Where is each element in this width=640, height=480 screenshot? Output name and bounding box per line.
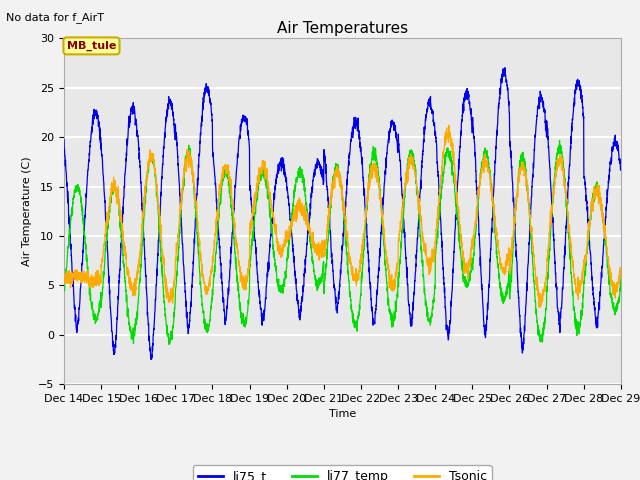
X-axis label: Time: Time	[329, 409, 356, 419]
Text: No data for f_AirT: No data for f_AirT	[6, 12, 104, 23]
Y-axis label: Air Temperature (C): Air Temperature (C)	[22, 156, 33, 266]
Legend: li75_t, li77_temp, Tsonic: li75_t, li77_temp, Tsonic	[193, 465, 492, 480]
Text: MB_tule: MB_tule	[67, 41, 116, 51]
Title: Air Temperatures: Air Temperatures	[277, 21, 408, 36]
